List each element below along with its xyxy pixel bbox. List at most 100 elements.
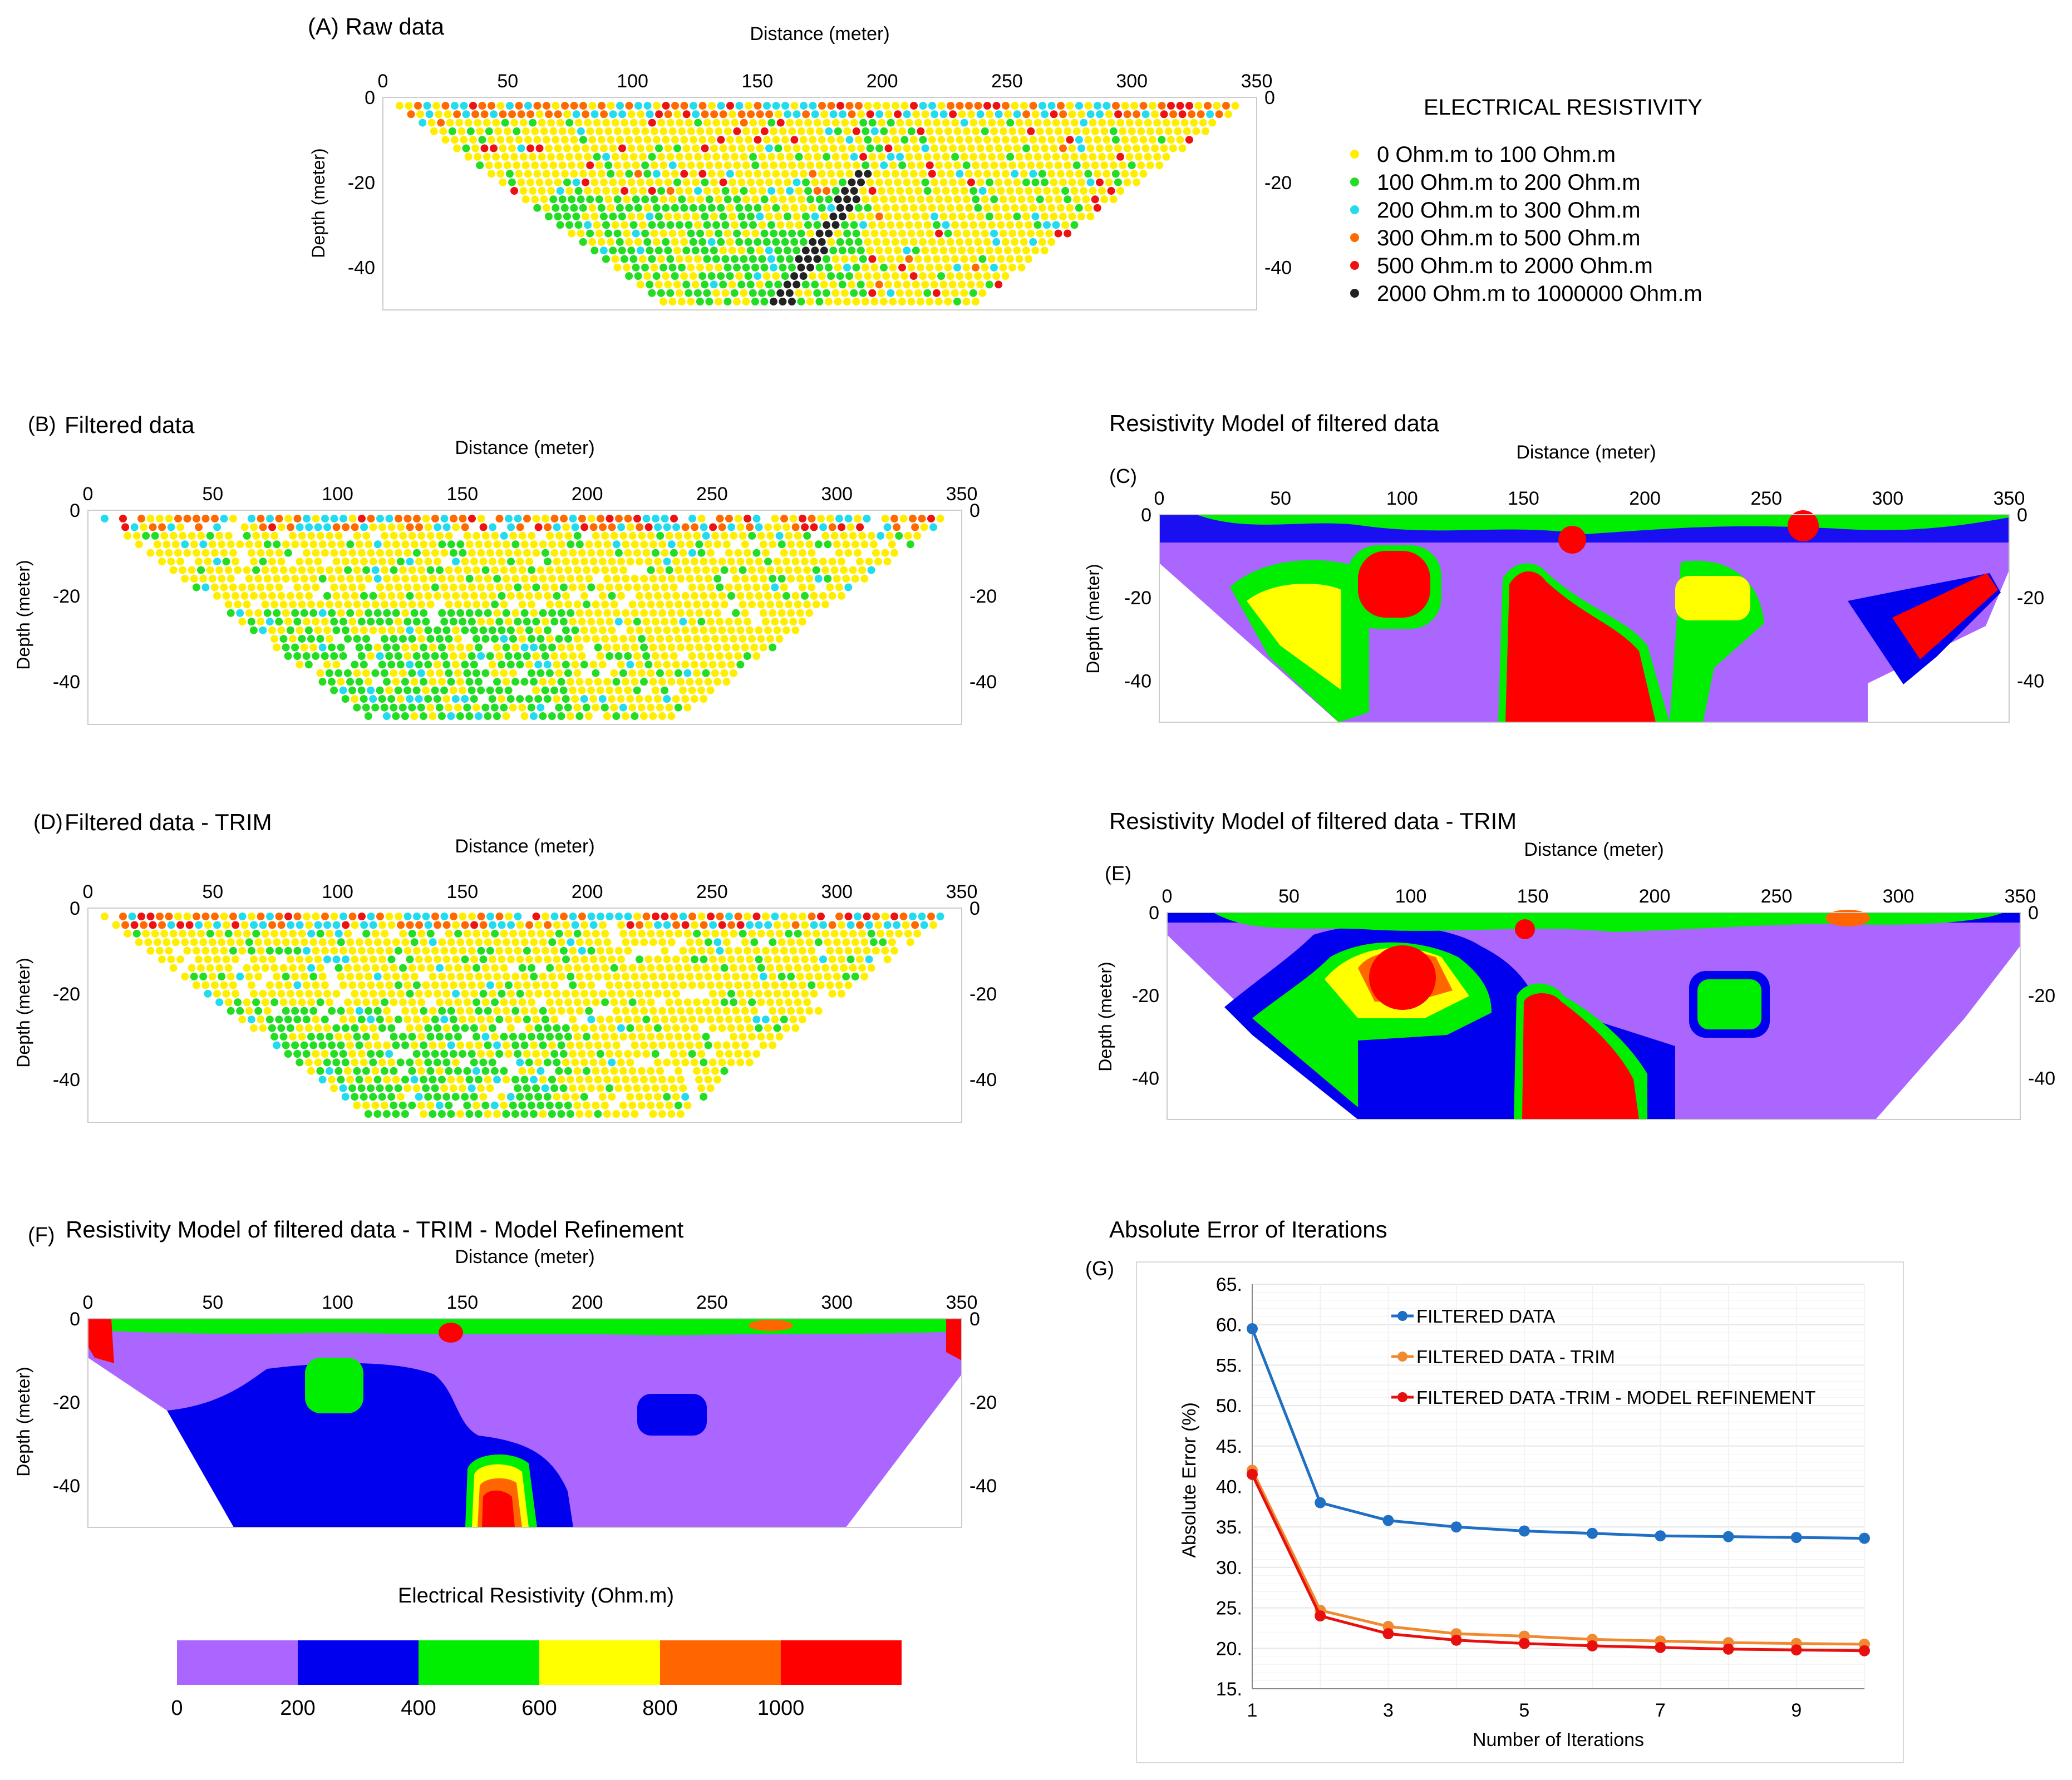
data-point	[298, 964, 306, 972]
data-point	[597, 515, 604, 522]
data-point	[424, 591, 432, 600]
data-point	[298, 566, 306, 574]
data-point	[438, 575, 446, 583]
data-point	[736, 591, 745, 600]
data-point	[649, 938, 657, 946]
data-point	[1068, 110, 1076, 119]
data-point	[879, 298, 888, 305]
data-point	[831, 221, 840, 229]
data-point	[365, 973, 373, 980]
data-point	[985, 246, 993, 255]
data-point	[376, 1084, 384, 1092]
data-point	[637, 178, 644, 186]
data-point	[1054, 195, 1062, 204]
data-point	[461, 1093, 469, 1101]
data-point	[548, 1076, 556, 1084]
data-point	[343, 669, 352, 677]
data-point	[838, 558, 845, 566]
data-point	[919, 170, 927, 178]
data-point	[610, 964, 618, 972]
data-point	[459, 946, 467, 955]
colorbar-swatch	[781, 1640, 902, 1685]
data-point	[665, 964, 673, 972]
data-point	[838, 246, 846, 255]
data-point	[624, 583, 632, 591]
data-point	[670, 1050, 678, 1058]
data-point	[287, 989, 294, 998]
data-point	[637, 703, 646, 712]
data-point	[700, 591, 708, 600]
data-point	[507, 591, 515, 600]
data-point	[502, 643, 510, 652]
data-point	[917, 195, 925, 204]
y-tick-label-right: 0	[969, 898, 980, 919]
data-point	[822, 255, 830, 263]
data-point	[867, 929, 875, 938]
data-point	[378, 626, 386, 634]
data-point	[1015, 119, 1023, 127]
data-point	[240, 591, 249, 600]
data-point	[465, 1076, 474, 1084]
data-point	[692, 110, 700, 119]
data-point	[638, 531, 646, 540]
data-point	[188, 929, 196, 938]
legend-marker	[1397, 1352, 1407, 1362]
data-point	[907, 298, 916, 305]
data-point	[544, 591, 552, 600]
x-tick-label: 200	[1639, 886, 1671, 907]
data-point	[475, 575, 483, 583]
data-point	[851, 575, 859, 583]
data-point	[525, 921, 534, 929]
data-point	[176, 921, 185, 929]
data-point	[477, 515, 485, 522]
data-point	[578, 913, 586, 920]
data-point	[698, 170, 707, 178]
data-point	[318, 540, 327, 549]
data-point	[747, 144, 755, 152]
data-point	[415, 626, 423, 634]
data-point	[946, 238, 954, 246]
data-point	[724, 263, 732, 272]
data-point	[365, 575, 373, 583]
data-point	[287, 591, 294, 600]
data-point	[819, 955, 827, 964]
data-point	[661, 1015, 669, 1024]
data-point	[794, 998, 802, 1007]
data-point	[222, 955, 230, 964]
data-point	[831, 152, 840, 161]
data-point	[913, 531, 922, 540]
data-point	[376, 946, 384, 955]
data-point	[249, 1024, 258, 1032]
data-point	[751, 161, 760, 170]
data-point	[494, 127, 503, 135]
data-point	[1146, 127, 1154, 135]
data-point	[302, 946, 311, 955]
data-point	[810, 921, 818, 929]
data-point	[918, 515, 926, 522]
data-point	[578, 549, 586, 557]
data-point	[658, 973, 667, 980]
data-point	[1121, 136, 1129, 144]
data-point	[986, 178, 993, 186]
data-point	[663, 955, 671, 964]
data-point	[573, 929, 582, 938]
data-point	[628, 964, 637, 972]
data-point	[525, 591, 533, 600]
data-point	[708, 660, 717, 669]
data-point	[557, 609, 565, 617]
data-point	[617, 591, 625, 600]
data-point	[906, 938, 914, 946]
data-point	[309, 938, 318, 946]
data-point	[342, 921, 350, 929]
data-point	[831, 187, 840, 195]
data-point	[426, 964, 435, 972]
data-point	[797, 263, 805, 272]
data-point	[575, 1007, 584, 1015]
data-point	[337, 973, 345, 980]
data-point	[296, 955, 304, 964]
data-point	[770, 195, 778, 204]
data-point	[334, 669, 343, 677]
data-point	[907, 161, 916, 170]
data-point	[516, 591, 524, 600]
data-point	[493, 1041, 501, 1049]
